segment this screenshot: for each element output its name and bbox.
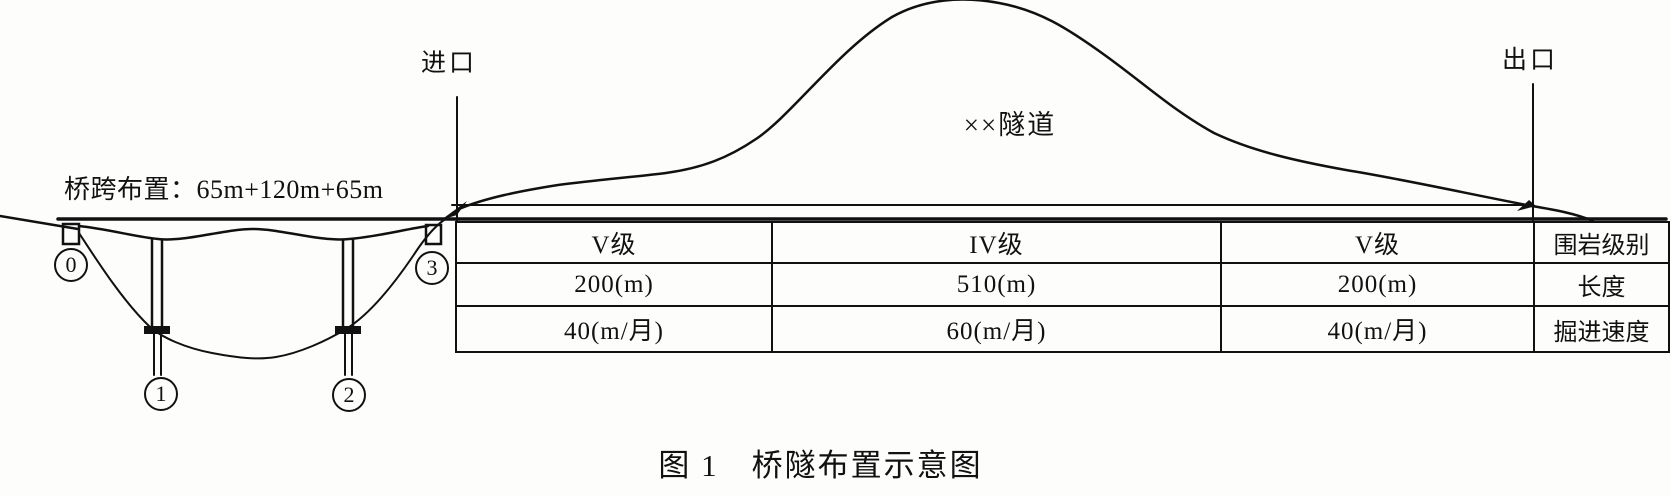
length-cell-2: 510(m): [773, 264, 1222, 307]
rock-grade-table: V级 IV级 V级 围岩级别 200(m) 510(m) 200(m) 长度 4…: [455, 221, 1670, 353]
valley-ground-profile: [78, 219, 445, 360]
bridge-span-label: 桥跨布置：65m+120m+65m: [64, 175, 384, 204]
support-number-3: 3: [415, 251, 449, 285]
left-ground-line: [0, 214, 80, 231]
speed-cell-1: 40(m/月): [457, 307, 773, 351]
abutment-3: [424, 223, 443, 246]
exit-portal-arrowhead: [1517, 200, 1536, 211]
rock-grade-cell-v2: V级: [1222, 223, 1535, 264]
pier-1-footing: [144, 326, 170, 334]
bridge-pier-1: [150, 238, 164, 328]
bridge-pier-2: [341, 238, 355, 328]
abutment-0: [61, 222, 81, 246]
rock-grade-row-title: 围岩级别: [1535, 223, 1668, 264]
tunnel-entrance-label: 进口: [421, 50, 478, 77]
support-number-0-text: 0: [65, 252, 77, 277]
figure-caption: 图 1 桥隧布置示意图: [658, 448, 983, 483]
length-cell-3: 200(m): [1222, 264, 1535, 307]
speed-cell-3: 40(m/月): [1222, 307, 1535, 351]
support-number-2: 2: [332, 378, 366, 412]
bridge-girder-bottom-chord: [77, 224, 430, 241]
entrance-portal-arrowhead: [441, 201, 467, 220]
rock-grade-cell-v1: V级: [457, 223, 773, 264]
pier-2-foundation-shaft: [344, 333, 353, 376]
rock-grade-cell-iv: IV级: [773, 223, 1222, 264]
speed-cell-2: 60(m/月): [773, 307, 1222, 351]
support-number-2-text: 2: [343, 382, 355, 407]
length-cell-1: 200(m): [457, 264, 773, 307]
tunnel-name-label: ××隧道: [963, 110, 1057, 140]
support-number-1: 1: [144, 377, 178, 411]
pier-1-foundation-shaft: [153, 333, 162, 376]
support-number-0: 0: [54, 248, 88, 282]
support-number-3-text: 3: [426, 255, 438, 280]
speed-row-title: 掘进速度: [1553, 319, 1650, 346]
length-row-title: 长度: [1535, 264, 1668, 307]
tunnel-exit-label: 出口: [1502, 47, 1559, 74]
support-number-1-text: 1: [155, 381, 167, 406]
pier-2-footing: [335, 326, 361, 334]
mountain-profile: [457, 0, 1595, 223]
